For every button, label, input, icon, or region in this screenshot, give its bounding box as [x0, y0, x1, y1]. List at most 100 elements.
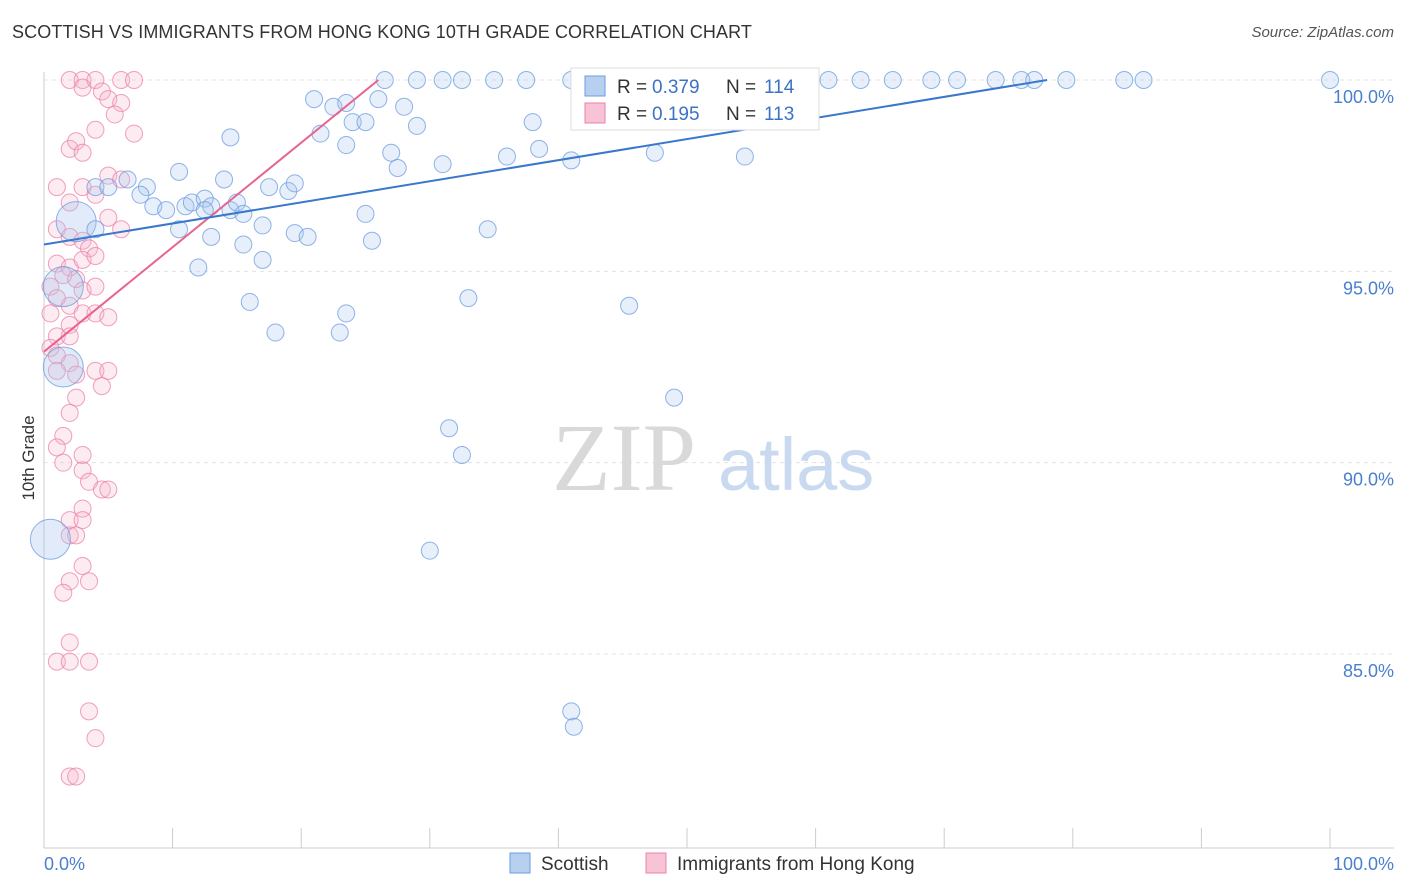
data-point — [517, 71, 536, 89]
data-point — [440, 419, 459, 438]
data-point — [420, 541, 439, 560]
data-point — [67, 767, 86, 786]
watermark: ZIP atlas — [552, 404, 874, 511]
data-point — [99, 178, 118, 197]
x-tick-label-max: 100.0% — [1333, 854, 1394, 874]
data-point — [395, 97, 414, 116]
data-point — [433, 155, 452, 174]
bottom-legend-swatch-hong-kong — [645, 852, 667, 874]
y-axis-title: 10th Grade — [19, 415, 38, 500]
data-point — [735, 147, 754, 166]
legend-n-value-scottish: 114 — [764, 77, 795, 98]
data-point — [67, 526, 86, 545]
data-point — [86, 277, 105, 296]
data-point — [305, 90, 324, 109]
data-point — [47, 652, 66, 671]
data-point — [60, 403, 79, 422]
legend-r-label-hong-kong: R = — [617, 104, 647, 125]
data-point — [433, 71, 452, 89]
data-point — [92, 480, 111, 499]
data-point — [170, 162, 189, 181]
x-tick-label-min: 0.0% — [44, 854, 85, 874]
data-point — [298, 227, 317, 246]
data-point — [73, 143, 92, 162]
data-point — [452, 446, 471, 465]
data-point — [562, 151, 581, 170]
data-point — [112, 220, 131, 239]
data-point — [67, 365, 86, 384]
data-point — [99, 208, 118, 227]
data-point — [99, 361, 118, 380]
data-point — [986, 71, 1005, 89]
data-point — [819, 71, 838, 89]
data-point — [86, 729, 105, 748]
data-point — [86, 361, 105, 380]
data-point — [60, 572, 79, 591]
data-point — [407, 71, 426, 89]
legend-n-label-scottish: N = — [726, 77, 756, 98]
data-point — [47, 361, 66, 380]
data-point — [92, 82, 111, 101]
watermark-atlas: atlas — [718, 423, 874, 506]
data-point — [54, 453, 73, 472]
legend-r-label-scottish: R = — [617, 77, 647, 98]
data-point — [112, 93, 131, 112]
data-point — [620, 296, 639, 315]
data-point — [189, 258, 208, 277]
data-point — [266, 323, 285, 342]
data-point — [922, 71, 941, 89]
data-point — [562, 702, 581, 721]
data-point — [86, 120, 105, 139]
data-point — [170, 220, 189, 239]
data-point — [137, 178, 156, 197]
data-point — [407, 116, 426, 135]
data-point — [99, 480, 118, 499]
data-point — [125, 71, 144, 89]
data-point — [337, 93, 356, 112]
watermark-zip: ZIP — [552, 404, 696, 511]
bottom-legend-label-hong-kong: Immigrants from Hong Kong — [677, 854, 915, 875]
data-point — [665, 388, 684, 407]
data-point — [73, 71, 92, 89]
data-point — [279, 181, 298, 200]
data-point — [330, 323, 349, 342]
y-tick-labels: 100.0% 95.0% 90.0% 85.0% — [1333, 87, 1394, 681]
legend-r-value-scottish: 0.379 — [652, 77, 700, 98]
series-legend: Scottish Immigrants from Hong Kong — [509, 852, 915, 875]
data-point — [86, 247, 105, 266]
data-point — [157, 201, 176, 220]
data-point — [645, 143, 664, 162]
data-point — [234, 235, 253, 254]
data-point — [42, 346, 84, 388]
data-point — [86, 220, 105, 239]
chart-title: SCOTTISH VS IMMIGRANTS FROM HONG KONG 10… — [12, 22, 752, 42]
data-point — [253, 216, 272, 235]
data-point — [60, 511, 79, 530]
data-point — [1321, 71, 1339, 89]
data-point — [99, 308, 118, 327]
data-point — [240, 292, 259, 311]
data-point — [362, 231, 381, 250]
data-point — [131, 185, 150, 204]
data-point — [564, 717, 583, 736]
axes — [43, 72, 1394, 849]
bottom-legend-label-scottish: Scottish — [541, 854, 609, 875]
y-tick-label: 90.0% — [1343, 470, 1394, 490]
data-point — [382, 143, 401, 162]
data-point — [60, 327, 79, 346]
data-point — [55, 201, 97, 243]
y-tick-label: 85.0% — [1343, 661, 1394, 681]
data-point — [356, 113, 375, 132]
data-point — [1057, 71, 1076, 89]
trend-line-hong-kong — [43, 79, 379, 353]
data-point — [253, 250, 272, 269]
x-ticks — [43, 828, 1331, 848]
grid-lines — [44, 79, 1394, 655]
data-point — [118, 170, 137, 189]
data-point — [530, 139, 549, 158]
data-point — [105, 105, 124, 124]
data-point — [41, 304, 60, 323]
data-point — [73, 556, 92, 575]
data-point — [285, 174, 304, 193]
